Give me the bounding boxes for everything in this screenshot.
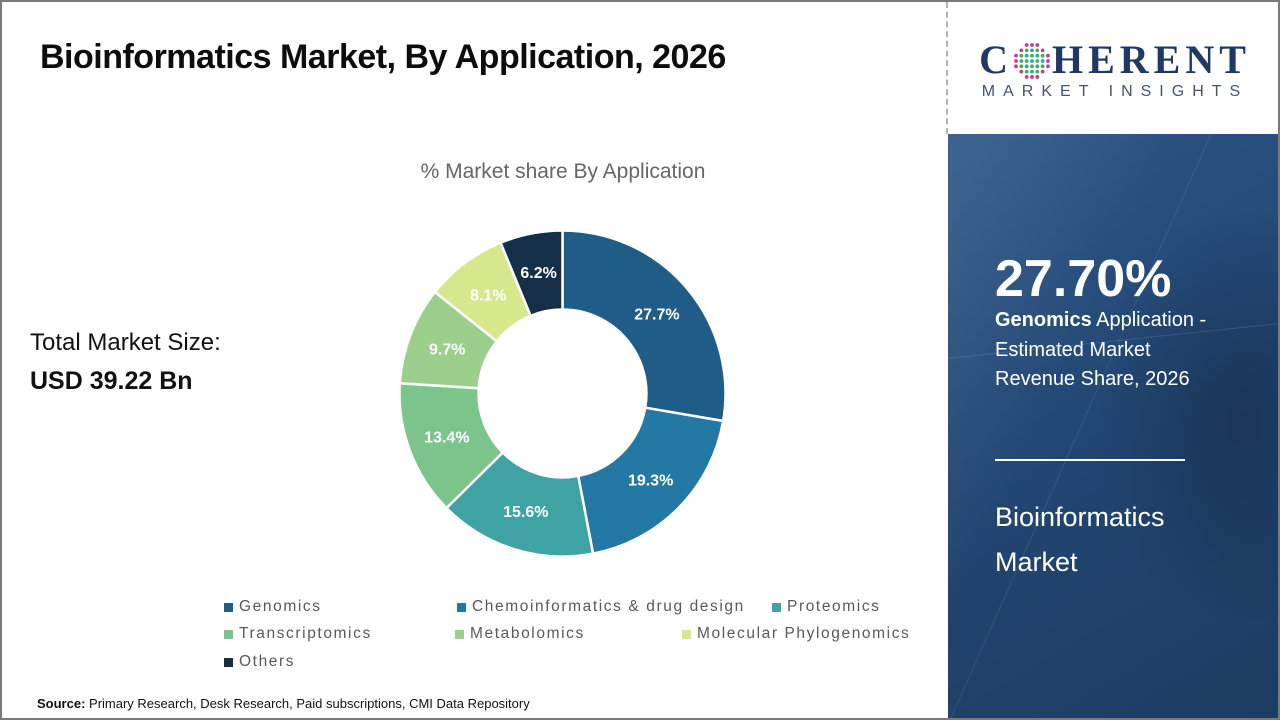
highlight-segment-name: Genomics (995, 309, 1092, 331)
legend-label-chemoinformatics-drug-design: Chemoinformatics & drug design (472, 598, 745, 615)
globe-dot (1040, 53, 1045, 58)
globe-dot (1030, 47, 1034, 52)
globe-dot (1040, 63, 1045, 68)
report-name: Bioinformatics Market (995, 502, 1165, 577)
donut-segment-chemoinformatics-drug-design (576, 406, 725, 555)
globe-dot (1014, 63, 1018, 68)
donut-label-genomics: 27.7% (634, 306, 679, 323)
legend-swatch-proteomics (772, 602, 781, 612)
donut-chart: 27.7% 19.3% 15.6% 13.4% 9.7% 8.1% 6.2% (380, 211, 745, 576)
highlight-percentage: 27.70% (995, 250, 1172, 308)
coherent-logo: C HERENT MARKET INSIGHTS (948, 2, 1278, 134)
globe-dot (1030, 42, 1034, 47)
globe-dot (1024, 53, 1029, 58)
globe-dot (1046, 58, 1050, 63)
logo-letters-rest: HERENT (1051, 36, 1251, 82)
donut-segment-proteomics (445, 451, 595, 558)
donut-label-transcriptomics: 13.4% (424, 429, 469, 446)
logo-subtitle: MARKET INSIGHTS (981, 82, 1249, 100)
donut-segment-others (499, 229, 564, 318)
globe-dot (1035, 69, 1040, 74)
donut-segment-genomics (561, 229, 727, 423)
donut-label-others: 6.2% (520, 265, 556, 282)
legend-item-molecular-phylogenomics: Molecular Phylogenomics (682, 626, 910, 642)
donut-label-chemoinformatics-drug-design: 19.3% (628, 472, 673, 489)
highlight-side-panel: 27.70% Genomics Application - Estimated … (948, 134, 1278, 718)
legend-swatch-transcriptomics (224, 629, 233, 639)
globe-dot (1046, 63, 1050, 68)
globe-dot (1040, 58, 1045, 63)
legend-item-proteomics: Proteomics (772, 599, 881, 615)
globe-dot (1030, 74, 1034, 79)
panel-divider (995, 459, 1185, 461)
legend-item-genomics: Genomics (224, 599, 322, 615)
donut-chart-svg: 27.7% 19.3% 15.6% 13.4% 9.7% 8.1% 6.2% (398, 229, 727, 558)
total-market-size-label: Total Market Size: (30, 329, 221, 356)
globe-dot (1030, 53, 1034, 58)
total-market-size-value: USD 39.22 Bn (30, 367, 193, 395)
legend-item-chemoinformatics-drug-design: Chemoinformatics & drug design (457, 599, 745, 615)
globe-dot (1019, 69, 1024, 74)
globe-dot (1030, 69, 1034, 74)
highlight-description: Genomics Application - Estimated Market … (995, 306, 1213, 395)
globe-dot (1019, 58, 1024, 63)
globe-dot (1030, 58, 1034, 63)
highlight-description-rest: Application - Estimated Market Revenue S… (995, 309, 1207, 390)
legend-label-others: Others (239, 653, 296, 670)
donut-label-molecular-phylogenomics: 8.1% (470, 287, 506, 304)
globe-dot (1019, 47, 1024, 52)
globe-dot (1035, 47, 1040, 52)
legend-label-genomics: Genomics (239, 598, 322, 615)
donut-label-metabolomics: 9.7% (429, 342, 465, 359)
legend-item-transcriptomics: Transcriptomics (224, 626, 372, 642)
page-title: Bioinformatics Market, By Application, 2… (40, 38, 726, 76)
globe-dot (1046, 53, 1050, 58)
globe-dot (1030, 63, 1034, 68)
legend-swatch-others (224, 657, 233, 667)
source-text: Primary Research, Desk Research, Paid su… (85, 696, 530, 711)
globe-dot (1024, 47, 1029, 52)
logo-wordmark: C HERENT (979, 36, 1251, 82)
globe-dot (1014, 58, 1018, 63)
source-line: Source: Primary Research, Desk Research,… (37, 696, 530, 711)
globe-dot (1014, 53, 1018, 58)
legend-label-proteomics: Proteomics (787, 598, 881, 615)
legend-swatch-molecular-phylogenomics (682, 629, 691, 639)
logo-letter-c: C (979, 36, 1013, 82)
legend-label-transcriptomics: Transcriptomics (239, 625, 372, 642)
total-market-size-block: Total Market Size: USD 39.22 Bn (30, 328, 221, 396)
globe-dot (1035, 74, 1040, 79)
globe-dot (1019, 63, 1024, 68)
logo-dashed-separator (946, 2, 948, 134)
legend-swatch-metabolomics (455, 629, 464, 639)
donut-label-proteomics: 15.6% (503, 504, 548, 521)
legend-label-metabolomics: Metabolomics (470, 625, 585, 642)
legend-item-metabolomics: Metabolomics (455, 626, 585, 642)
globe-dot (1024, 63, 1029, 68)
globe-dot (1024, 74, 1029, 79)
globe-dot (1035, 58, 1040, 63)
legend-label-molecular-phylogenomics: Molecular Phylogenomics (697, 625, 911, 642)
globe-dot (1024, 69, 1029, 74)
chart-title: % Market share By Application (420, 160, 706, 183)
globe-dot (1024, 58, 1029, 63)
globe-dot (1035, 53, 1040, 58)
globe-dot (1035, 42, 1040, 47)
legend-item-others: Others (224, 654, 295, 670)
globe-dot (1040, 47, 1045, 52)
source-prefix: Source: (37, 696, 86, 711)
coherent-globe-icon (1014, 42, 1050, 79)
legend-swatch-genomics (224, 602, 233, 612)
legend-swatch-chemoinformatics-drug-design (457, 602, 466, 612)
globe-dot (1040, 69, 1045, 74)
globe-dot (1024, 42, 1029, 47)
globe-dot (1019, 53, 1024, 58)
globe-dot (1035, 63, 1040, 68)
